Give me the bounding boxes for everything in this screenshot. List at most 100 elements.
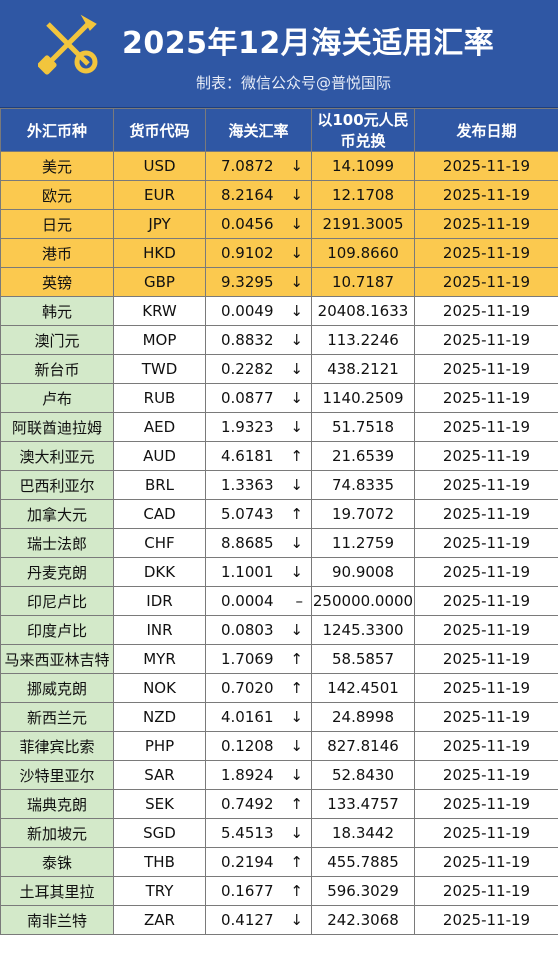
customs-rate-cell: 0.7020 ↑ — [205, 673, 312, 703]
customs-emblem-icon — [38, 14, 98, 75]
table-row: 加拿大元 CAD 5.0743 ↑ 19.7072 2025-11-19 — [0, 499, 558, 529]
currency-code-cell: IDR — [113, 586, 206, 616]
trend-arrow-icon: ↓ — [290, 824, 303, 842]
customs-rate-value: 0.1208 — [221, 737, 274, 755]
customs-rate-value: 4.6181 — [221, 447, 274, 465]
customs-rate-cell: 4.0161 ↓ — [205, 702, 312, 732]
per100-cny-cell: 438.2121 — [311, 354, 415, 384]
currency-code-cell: MOP — [113, 325, 206, 355]
per100-cny-cell: 142.4501 — [311, 673, 415, 703]
per100-cny-cell: 1140.2509 — [311, 383, 415, 413]
per100-cny-cell: 24.8998 — [311, 702, 415, 732]
customs-rate-value: 0.1677 — [221, 882, 274, 900]
currency-code-cell: SGD — [113, 818, 206, 848]
customs-rate-cell: 0.9102 ↓ — [205, 238, 312, 268]
trend-arrow-icon: ↑ — [290, 679, 303, 697]
customs-rate-cell: 0.7492 ↑ — [205, 789, 312, 819]
currency-name-cell: 挪威克朗 — [0, 673, 114, 703]
customs-rate-value: 4.0161 — [221, 708, 274, 726]
trend-arrow-icon: ↓ — [290, 186, 303, 204]
table-row: 瑞士法郎 CHF 8.8685 ↓ 11.2759 2025-11-19 — [0, 528, 558, 558]
trend-arrow-icon: ↓ — [290, 708, 303, 726]
column-header-currency: 外汇币种 — [0, 108, 114, 152]
trend-arrow-icon: ↓ — [290, 737, 303, 755]
customs-rate-cell: 0.2194 ↑ — [205, 847, 312, 877]
per100-cny-cell: 596.3029 — [311, 876, 415, 906]
publish-date-cell: 2025-11-19 — [414, 818, 558, 848]
trend-arrow-icon: ↓ — [290, 331, 303, 349]
publish-date-cell: 2025-11-19 — [414, 673, 558, 703]
currency-code-cell: AUD — [113, 441, 206, 471]
per100-cny-cell: 455.7885 — [311, 847, 415, 877]
per100-cny-cell: 109.8660 — [311, 238, 415, 268]
customs-rate-cell: 0.0877 ↓ — [205, 383, 312, 413]
trend-arrow-icon: ↓ — [290, 157, 303, 175]
publish-date-cell: 2025-11-19 — [414, 615, 558, 645]
currency-code-cell: JPY — [113, 209, 206, 239]
currency-name-cell: 丹麦克朗 — [0, 557, 114, 587]
customs-rate-cell: 1.9323 ↓ — [205, 412, 312, 442]
table-row: 挪威克朗 NOK 0.7020 ↑ 142.4501 2025-11-19 — [0, 673, 558, 703]
publish-date-cell: 2025-11-19 — [414, 789, 558, 819]
customs-rate-value: 0.0456 — [221, 215, 274, 233]
currency-name-cell: 美元 — [0, 151, 114, 181]
currency-name-cell: 菲律宾比索 — [0, 731, 114, 761]
customs-rate-cell: 1.1001 ↓ — [205, 557, 312, 587]
customs-rate-value: 0.2194 — [221, 853, 274, 871]
table-row: 港币 HKD 0.9102 ↓ 109.8660 2025-11-19 — [0, 238, 558, 268]
publish-date-cell: 2025-11-19 — [414, 499, 558, 529]
publish-date-cell: 2025-11-19 — [414, 296, 558, 326]
exchange-rate-table: 外汇币种 货币代码 海关汇率 以100元人民币兑换 发布日期 美元 USD 7.08… — [0, 108, 558, 935]
column-header-date: 发布日期 — [414, 108, 558, 152]
per100-cny-cell: 14.1099 — [311, 151, 415, 181]
customs-rate-value: 0.0049 — [221, 302, 274, 320]
customs-rate-cell: 5.0743 ↑ — [205, 499, 312, 529]
customs-rate-value: 0.8832 — [221, 331, 274, 349]
per100-cny-cell: 242.3068 — [311, 905, 415, 935]
table-row: 丹麦克朗 DKK 1.1001 ↓ 90.9008 2025-11-19 — [0, 557, 558, 587]
customs-rate-cell: 1.7069 ↑ — [205, 644, 312, 674]
customs-rate-value: 1.7069 — [221, 650, 274, 668]
table-row: 日元 JPY 0.0456 ↓ 2191.3005 2025-11-19 — [0, 209, 558, 239]
page-header: 2025年12月海关适用汇率 制表：微信公众号@普悦国际 — [0, 0, 558, 108]
customs-rate-cell: 0.2282 ↓ — [205, 354, 312, 384]
customs-rate-cell: 1.3363 ↓ — [205, 470, 312, 500]
trend-arrow-icon: ↑ — [290, 853, 303, 871]
currency-code-cell: GBP — [113, 267, 206, 297]
currency-name-cell: 新台币 — [0, 354, 114, 384]
trend-arrow-icon: ↓ — [290, 766, 303, 784]
customs-rate-cell: 7.0872 ↓ — [205, 151, 312, 181]
publish-date-cell: 2025-11-19 — [414, 354, 558, 384]
trend-arrow-icon: ↓ — [290, 476, 303, 494]
customs-rate-cell: 8.2164 ↓ — [205, 180, 312, 210]
publish-date-cell: 2025-11-19 — [414, 702, 558, 732]
publish-date-cell: 2025-11-19 — [414, 238, 558, 268]
trend-arrow-icon: ↑ — [290, 650, 303, 668]
currency-name-cell: 巴西利亚尔 — [0, 470, 114, 500]
customs-rate-value: 8.8685 — [221, 534, 274, 552]
table-row: 菲律宾比索 PHP 0.1208 ↓ 827.8146 2025-11-19 — [0, 731, 558, 761]
trend-arrow-icon: ↓ — [290, 389, 303, 407]
per100-cny-cell: 19.7072 — [311, 499, 415, 529]
currency-name-cell: 阿联酋迪拉姆 — [0, 412, 114, 442]
customs-rate-value: 5.0743 — [221, 505, 274, 523]
table-row: 澳大利亚元 AUD 4.6181 ↑ 21.6539 2025-11-19 — [0, 441, 558, 471]
trend-arrow-icon: ↓ — [290, 273, 303, 291]
currency-code-cell: TRY — [113, 876, 206, 906]
currency-name-cell: 加拿大元 — [0, 499, 114, 529]
publish-date-cell: 2025-11-19 — [414, 325, 558, 355]
customs-rate-value: 0.4127 — [221, 911, 274, 929]
currency-code-cell: RUB — [113, 383, 206, 413]
publish-date-cell: 2025-11-19 — [414, 180, 558, 210]
customs-rate-value: 5.4513 — [221, 824, 274, 842]
publish-date-cell: 2025-11-19 — [414, 528, 558, 558]
table-row: 韩元 KRW 0.0049 ↓ 20408.1633 2025-11-19 — [0, 296, 558, 326]
per100-cny-cell: 20408.1633 — [311, 296, 415, 326]
publish-date-cell: 2025-11-19 — [414, 209, 558, 239]
customs-rate-cell: 5.4513 ↓ — [205, 818, 312, 848]
currency-name-cell: 泰铢 — [0, 847, 114, 877]
customs-rate-cell: 0.4127 ↓ — [205, 905, 312, 935]
table-row: 瑞典克朗 SEK 0.7492 ↑ 133.4757 2025-11-19 — [0, 789, 558, 819]
customs-rate-cell: 8.8685 ↓ — [205, 528, 312, 558]
table-row: 欧元 EUR 8.2164 ↓ 12.1708 2025-11-19 — [0, 180, 558, 210]
